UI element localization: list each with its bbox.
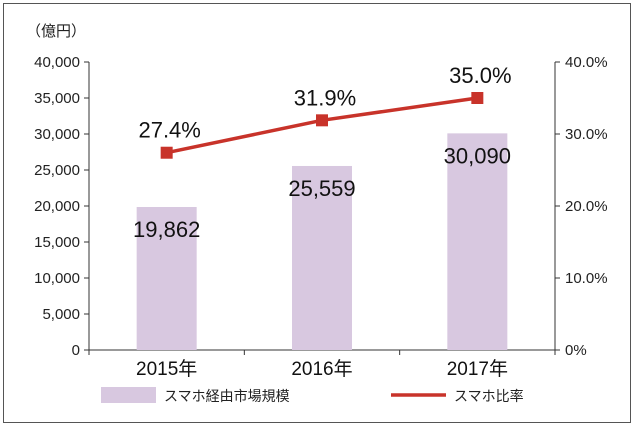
- left-axis-tick-label: 10,000: [34, 270, 80, 287]
- x-axis-category-label: 2017年: [447, 358, 508, 380]
- legend-bar-swatch: [101, 387, 156, 403]
- ratio-line: [160, 92, 484, 159]
- bar-value-label: 25,559: [288, 176, 355, 201]
- left-axis-tick-label: 0: [72, 342, 80, 359]
- ratio-value-label: 31.9%: [294, 85, 356, 110]
- left-axis-tick-label: 40,000: [34, 54, 80, 71]
- bar-value-label: 19,862: [133, 217, 200, 242]
- x-axis-category-label: 2016年: [291, 358, 352, 380]
- bar: [292, 165, 352, 350]
- ratio-line-marker: [160, 146, 173, 159]
- right-axis-tick-label: 40.0%: [565, 54, 608, 71]
- left-axis-tick-label: 20,000: [34, 198, 80, 215]
- left-axis-tick-label: 5,000: [42, 306, 80, 323]
- data-labels: 19,862 25,559 30,090 27.4% 31.9% 35.0%: [133, 63, 512, 242]
- ratio-line-marker: [316, 114, 328, 127]
- left-axis-tick-label: 30,000: [34, 126, 80, 143]
- bar-value-label: 30,090: [444, 143, 511, 168]
- left-axis-tick-label: 35,000: [34, 90, 80, 107]
- left-axis-tick-label: 25,000: [34, 162, 80, 179]
- right-axis-tick-label: 30.0%: [565, 126, 608, 143]
- chart-frame: （億円） 0 5,000 10,000 15,000 20,000 25,000 30,00…: [3, 3, 631, 423]
- x-axis-category-label: 2015年: [136, 358, 197, 380]
- legend: スマホ経由市場規模 スマホ比率: [101, 387, 524, 404]
- ratio-line-marker: [471, 92, 484, 104]
- legend-line-label: スマホ比率: [454, 388, 524, 404]
- bar: [447, 133, 508, 350]
- ratio-value-label: 35.0%: [449, 63, 511, 88]
- left-axis-unit-label: （億円）: [26, 23, 86, 40]
- legend-bar-label: スマホ経由市場規模: [164, 388, 290, 404]
- axes: 0 5,000 10,000 15,000 20,000 25,000 30,000 35,0…: [34, 54, 607, 380]
- bar: [136, 206, 197, 350]
- chart-svg: （億円） 0 5,000 10,000 15,000 20,000 25,000 30,00…: [26, 23, 608, 404]
- right-axis-tick-label: 10.0%: [565, 270, 608, 287]
- ratio-value-label: 27.4%: [138, 118, 200, 143]
- left-axis-tick-label: 15,000: [34, 234, 80, 251]
- bars: [136, 133, 508, 350]
- right-axis-tick-label: 0%: [565, 342, 587, 359]
- right-axis-tick-label: 20.0%: [565, 198, 608, 215]
